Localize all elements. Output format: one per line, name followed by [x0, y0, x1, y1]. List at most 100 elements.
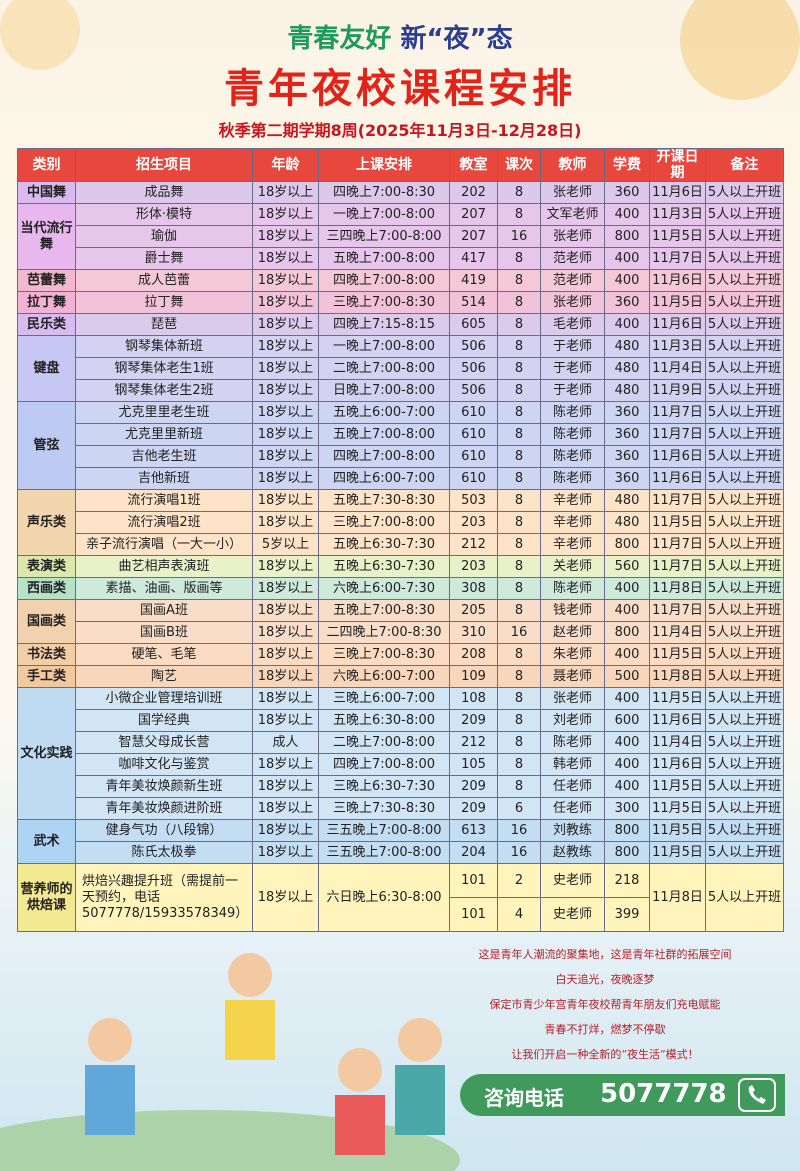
course-row: 书法类 硬笔、毛笔 18岁以上 三晚上7:00-8:30 208 8 朱老师 400 11月5日… [17, 643, 784, 666]
cell: 5人以上开班 [705, 775, 784, 798]
cell: 青年美妆焕颜进阶班 [75, 797, 253, 820]
cell: 5人以上开班 [705, 203, 784, 226]
cell: 360 [604, 423, 650, 446]
cell: 400 [604, 313, 650, 336]
cell: 5人以上开班 [705, 555, 784, 578]
cell: 18岁以上 [252, 599, 319, 622]
cell: 11月6日 [649, 313, 706, 336]
cell: 瑜伽 [75, 225, 253, 248]
cell: 11月7日 [649, 423, 706, 446]
cell: 400 [604, 599, 650, 622]
course-row: 民乐类 琵琶 18岁以上 四晚上7:15-8:15 605 8 毛老师 400 11月6日 5人以… [17, 313, 784, 336]
cell: 610 [449, 445, 498, 468]
cell: 四晚上7:00-8:00 [318, 753, 450, 776]
cell: 480 [604, 489, 650, 512]
cell: 四晚上7:00-8:00 [318, 269, 450, 292]
cell: 18岁以上 [252, 401, 319, 424]
cell: 18岁以上 [252, 291, 319, 314]
course-row: 亲子流行演唱（一大一小） 5岁以上 五晚上6:30-7:30 212 8 辛老师 800 11… [17, 533, 784, 556]
cell: 于老师 [540, 357, 605, 380]
cell: 18岁以上 [252, 335, 319, 358]
cell: 三晚上6:30-7:30 [318, 775, 450, 798]
cell: 四晚上7:00-8:30 [318, 181, 450, 204]
cell: 5人以上开班 [705, 401, 784, 424]
cell: 素描、油画、版画等 [75, 577, 253, 600]
cell: 11月5日 [649, 841, 706, 864]
cell: 560 [604, 555, 650, 578]
cell: 11月7日 [649, 401, 706, 424]
cell: 212 [449, 533, 498, 556]
cell: 5人以上开班 [705, 225, 784, 248]
cell: 三晚上7:00-8:30 [318, 291, 450, 314]
course-table: 类别 招生项目 年龄 上课安排 教室 课次 教师 学费 开课日期 备注 中国舞 成品舞 18岁以上 四晚上… [17, 148, 784, 932]
cell: 207 [449, 225, 498, 248]
cell: 日晚上7:00-8:00 [318, 379, 450, 402]
cell: 212 [449, 731, 498, 754]
cell: 503 [449, 489, 498, 512]
cell: 419 [449, 269, 498, 292]
cell: 三晚上6:00-7:00 [318, 687, 450, 710]
cell: 11月5日 [649, 819, 706, 842]
cell: 105 [449, 753, 498, 776]
cell: 芭蕾舞 [17, 269, 76, 292]
cell: 11月4日 [649, 621, 706, 644]
cell: 5人以上开班 [705, 291, 784, 314]
course-row: 青年美妆焕颜进阶班 18岁以上 三晚上7:30-8:30 209 6 任老师 300 11月5… [17, 797, 784, 820]
cell: 六晚上6:00-7:30 [318, 577, 450, 600]
course-row: 陈氏太极拳 18岁以上 三五晚上7:00-8:00 204 16 赵教练 800 11月5日 5… [17, 841, 784, 864]
cell: 5人以上开班 [705, 665, 784, 688]
cell: 11月6日 [649, 467, 706, 490]
course-row: 文化实践 小微企业管理培训班 18岁以上 三晚上6:00-7:00 108 8 张老师 400… [17, 687, 784, 820]
cell: 18岁以上 [252, 181, 319, 204]
cell: 硬笔、毛笔 [75, 643, 253, 666]
cell: 310 [449, 621, 498, 644]
cell: 朱老师 [540, 643, 605, 666]
cell: 毛老师 [540, 313, 605, 336]
cell: 五晚上7:30-8:30 [318, 489, 450, 512]
cell: 101 [449, 863, 498, 898]
cell: 800 [604, 841, 650, 864]
cell: 360 [604, 291, 650, 314]
cell: 健身气功（八段锦） [75, 819, 253, 842]
cell: 8 [497, 577, 541, 600]
cell: 5人以上开班 [705, 621, 784, 644]
cell: 张老师 [540, 687, 605, 710]
cell: 二晚上7:00-8:00 [318, 731, 450, 754]
footer-line: 白天追光，夜晚逐梦 [555, 973, 655, 986]
cell: 二晚上7:00-8:00 [318, 357, 450, 380]
column-header: 开课日期 [649, 148, 706, 182]
cell: 11月5日 [649, 775, 706, 798]
cell: 8 [497, 533, 541, 556]
cell: 5人以上开班 [705, 379, 784, 402]
cell: 任老师 [540, 797, 605, 820]
cell: 400 [604, 577, 650, 600]
cell: 218 [604, 863, 650, 898]
cell: 5人以上开班 [705, 467, 784, 490]
cell: 480 [604, 335, 650, 358]
cell: 11月5日 [649, 643, 706, 666]
course-row: 拉丁舞 拉丁舞 18岁以上 三晚上7:00-8:30 514 8 张老师 360 11月5日 5人… [17, 291, 784, 314]
cell: 亲子流行演唱（一大一小） [75, 533, 253, 556]
cell: 8 [497, 203, 541, 226]
cell: 三晚上7:30-8:30 [318, 797, 450, 820]
cell: 400 [604, 687, 650, 710]
cell: 506 [449, 335, 498, 358]
cell: 11月7日 [649, 533, 706, 556]
cell: 8 [497, 489, 541, 512]
cell: 范老师 [540, 247, 605, 270]
cell: 5人以上开班 [705, 357, 784, 380]
course-row: 武术 健身气功（八段锦） 18岁以上 三五晚上7:00-8:00 613 16 刘教练 800… [17, 819, 784, 864]
cell: 陈老师 [540, 445, 605, 468]
cell: 300 [604, 797, 650, 820]
cell: 刘老师 [540, 709, 605, 732]
cell: 尤克里里新班 [75, 423, 253, 446]
cell: 赵教练 [540, 841, 605, 864]
footer-line: 保定市青少年宫青年夜校帮青年朋友们充电赋能 [489, 998, 721, 1011]
cell: 当代流行舞 [17, 203, 76, 270]
cell: 陈氏太极拳 [75, 841, 253, 864]
cell: 五晚上7:00-8:00 [318, 423, 450, 446]
cell: 11月8日 [649, 577, 706, 600]
cell: 399 [604, 897, 650, 932]
cell: 成人 [252, 731, 319, 754]
course-row: 尤克里里新班 18岁以上 五晚上7:00-8:00 610 8 陈老师 360 11月7日 5人… [17, 423, 784, 446]
